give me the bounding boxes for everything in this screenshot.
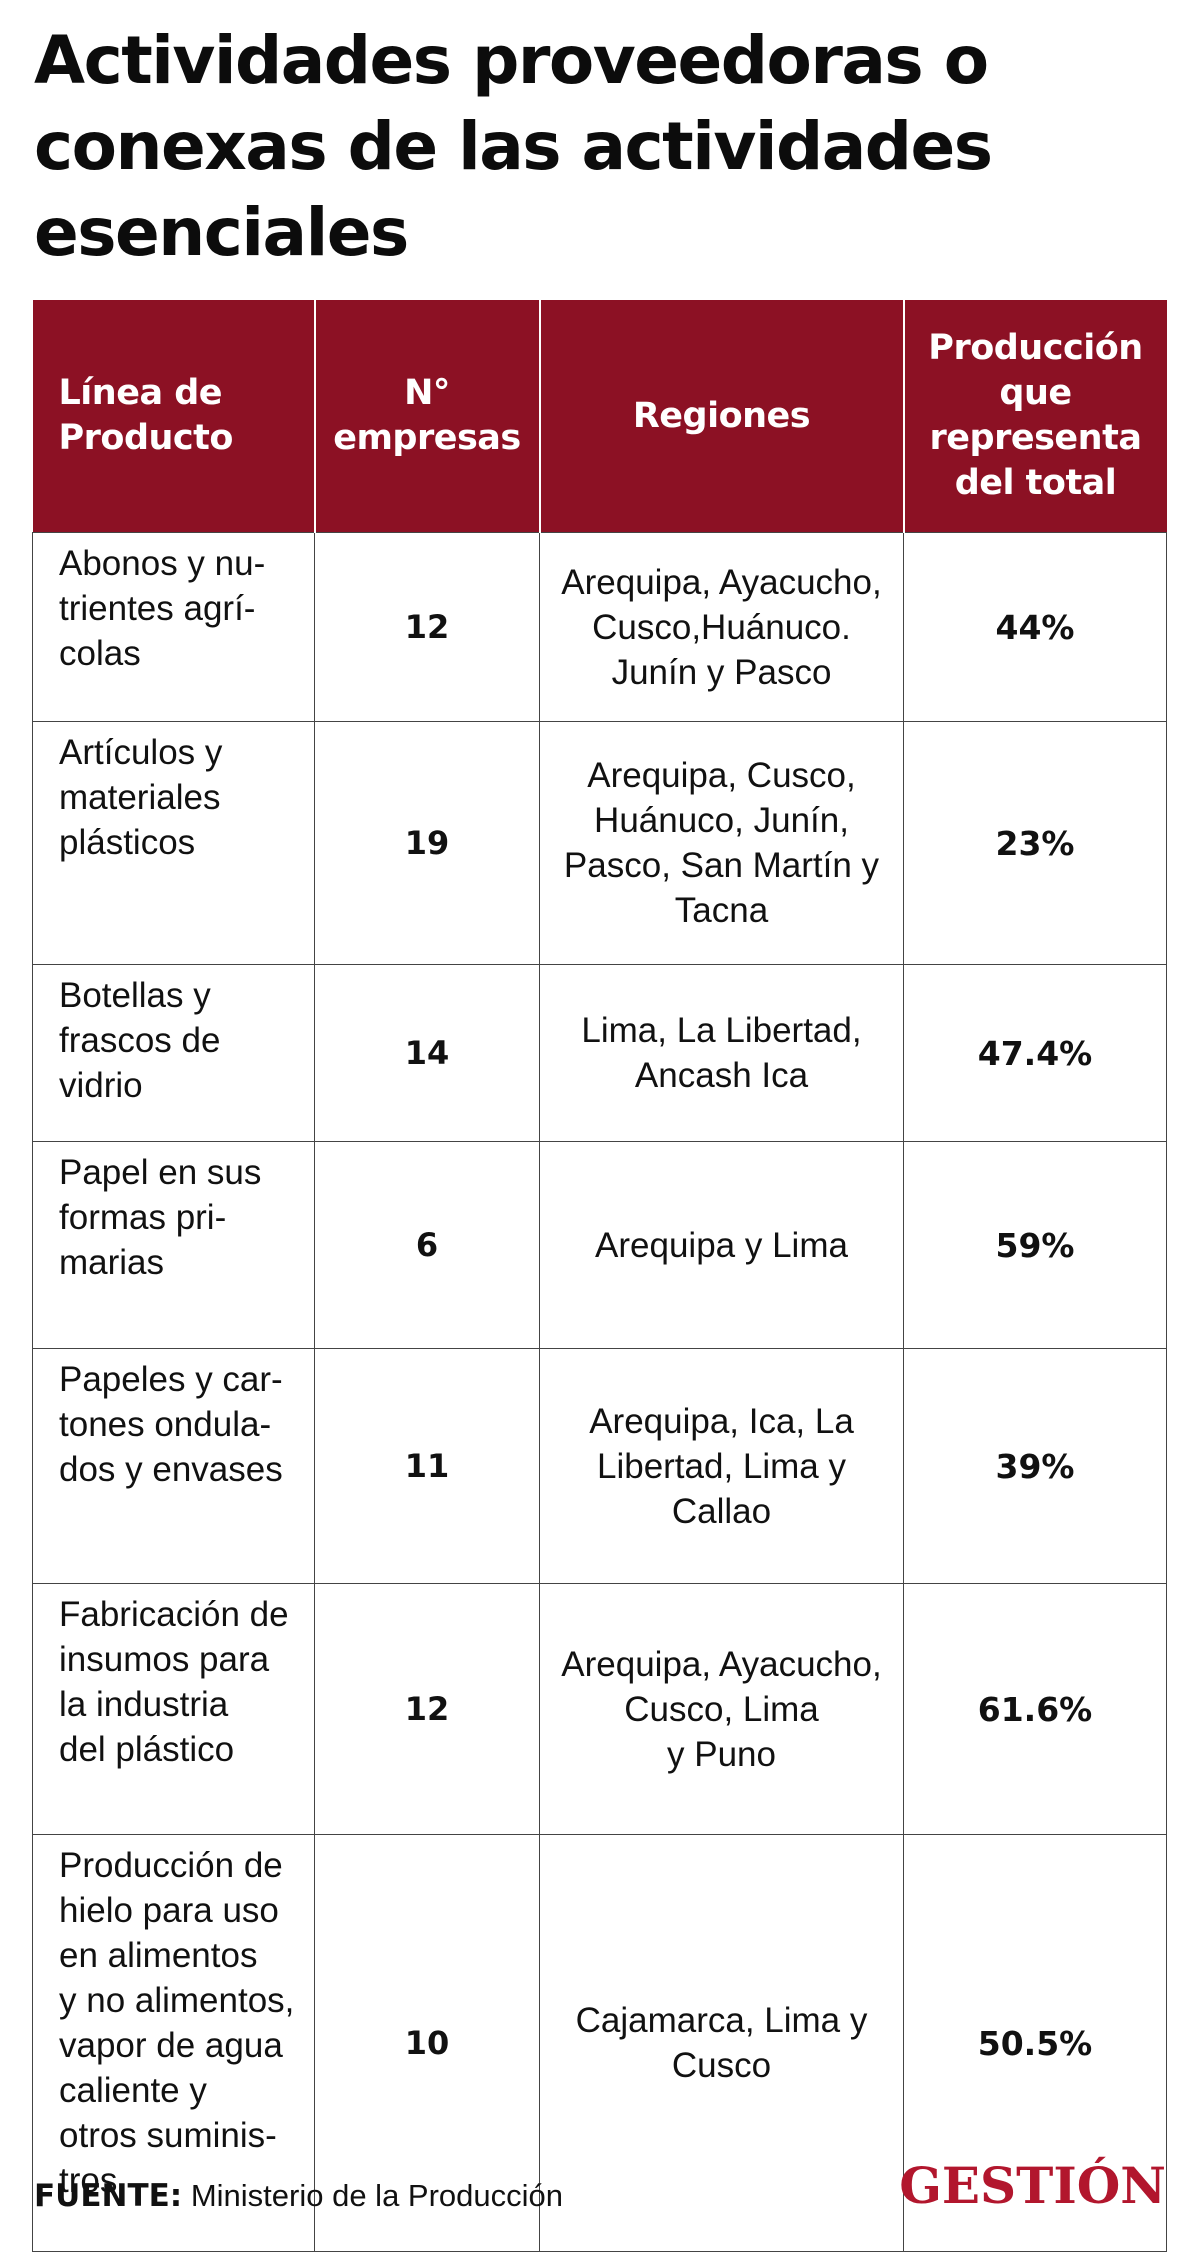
cell-empresas: 11 bbox=[314, 1348, 540, 1584]
cell-regiones: Cajamarca, Lima y Cusco bbox=[539, 1834, 904, 2252]
cell-product: Artículos y materiales plásticos bbox=[32, 721, 315, 965]
cell-produccion: 39% bbox=[903, 1348, 1167, 1584]
cell-regiones: Arequipa y Lima bbox=[539, 1141, 904, 1349]
table-row: Fabricación de insumos para la industria… bbox=[32, 1583, 1167, 1835]
table-row: Abonos y nu- trientes agrí- colas 12 Are… bbox=[32, 532, 1167, 722]
product-text: Producción de hielo para uso en alimento… bbox=[59, 1846, 295, 2200]
cell-produccion: 50.5% bbox=[903, 1834, 1167, 2252]
cell-product: Papel en sus formas pri- marias bbox=[32, 1141, 315, 1349]
table-row: Producción de hielo para uso en alimento… bbox=[32, 1834, 1167, 2252]
cell-produccion: 47.4% bbox=[903, 964, 1167, 1142]
page-title: Actividades proveedoras o conexas de las… bbox=[34, 22, 993, 271]
cell-produccion: 61.6% bbox=[903, 1583, 1167, 1835]
product-text: Fabricación de insumos para la industria… bbox=[59, 1595, 289, 1769]
product-text: Botellas y frascos de vidrio bbox=[59, 976, 221, 1105]
column-header-regiones: Regiones bbox=[538, 300, 905, 533]
source-text: Ministerio de la Producción bbox=[190, 2178, 564, 2213]
cell-product: Abonos y nu- trientes agrí- colas bbox=[32, 532, 315, 722]
product-text: Papeles y car- tones ondula- dos y envas… bbox=[59, 1360, 283, 1489]
cell-product: Botellas y frascos de vidrio bbox=[32, 964, 315, 1142]
product-text: Abonos y nu- trientes agrí- colas bbox=[59, 544, 266, 673]
regiones-text: Lima, La Libertad, Ancash Ica bbox=[581, 1011, 862, 1095]
cell-regiones: Arequipa, Ayacucho, Cusco, Lima y Puno bbox=[539, 1583, 904, 1835]
table-row: Papel en sus formas pri- marias 6 Arequi… bbox=[32, 1141, 1167, 1349]
cell-produccion: 44% bbox=[903, 532, 1167, 722]
regiones-text: Arequipa y Lima bbox=[595, 1225, 848, 1265]
regiones-text: Arequipa, Ica, La Libertad, Lima y Calla… bbox=[589, 1401, 854, 1531]
table-header-row: Línea de Producto N° empresas Regiones P… bbox=[32, 300, 1167, 533]
source-note: FUENTE: Ministerio de la Producción bbox=[34, 2176, 563, 2216]
regiones-text: Arequipa, Cusco, Huánuco, Junín, Pasco, … bbox=[563, 756, 880, 930]
regiones-text: Cajamarca, Lima y Cusco bbox=[575, 2001, 868, 2085]
cell-empresas: 10 bbox=[314, 1834, 540, 2252]
regiones-text: Arequipa, Ayacucho, Cusco,Huánuco. Junín… bbox=[561, 562, 882, 692]
table-row: Artículos y materiales plásticos 19 Areq… bbox=[32, 721, 1167, 965]
cell-product: Fabricación de insumos para la industria… bbox=[32, 1583, 315, 1835]
cell-produccion: 59% bbox=[903, 1141, 1167, 1349]
cell-empresas: 12 bbox=[314, 1583, 540, 1835]
regiones-text: Arequipa, Ayacucho, Cusco, Lima y Puno bbox=[561, 1644, 882, 1774]
cell-regiones: Lima, La Libertad, Ancash Ica bbox=[539, 964, 904, 1142]
cell-product: Papeles y car- tones ondula- dos y envas… bbox=[32, 1348, 315, 1584]
cell-regiones: Arequipa, Ica, La Libertad, Lima y Calla… bbox=[539, 1348, 904, 1584]
cell-regiones: Arequipa, Cusco, Huánuco, Junín, Pasco, … bbox=[539, 721, 904, 965]
column-header-empresas: N° empresas bbox=[313, 300, 541, 533]
brand-logo: GESTIÓN bbox=[899, 2156, 1166, 2215]
cell-empresas: 6 bbox=[314, 1141, 540, 1349]
column-header-product: Línea de Producto bbox=[32, 300, 316, 533]
cell-empresas: 19 bbox=[314, 721, 540, 965]
cell-empresas: 14 bbox=[314, 964, 540, 1142]
table-row: Papeles y car- tones ondula- dos y envas… bbox=[32, 1348, 1167, 1584]
product-text: Papel en sus formas pri- marias bbox=[59, 1153, 262, 1282]
cell-regiones: Arequipa, Ayacucho, Cusco,Huánuco. Junín… bbox=[539, 532, 904, 722]
cell-product: Producción de hielo para uso en alimento… bbox=[32, 1834, 315, 2252]
cell-empresas: 12 bbox=[314, 532, 540, 722]
source-label: FUENTE: bbox=[34, 2178, 183, 2214]
column-header-produccion: Producción que representa del total bbox=[902, 300, 1167, 533]
data-table: Línea de Producto N° empresas Regiones P… bbox=[32, 300, 1167, 2252]
table-row: Botellas y frascos de vidrio 14 Lima, La… bbox=[32, 964, 1167, 1142]
cell-produccion: 23% bbox=[903, 721, 1167, 965]
product-text: Artículos y materiales plásticos bbox=[59, 733, 223, 862]
